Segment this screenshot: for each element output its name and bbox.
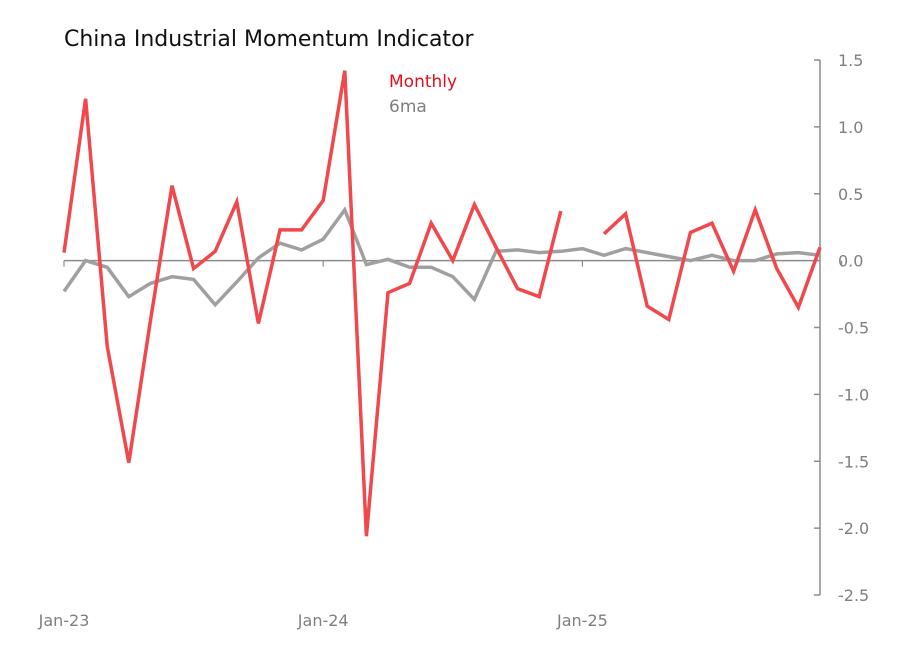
y-tick-label: 1.5 bbox=[838, 51, 863, 70]
x-tick-label: Jan-24 bbox=[297, 611, 349, 630]
y-tick-label: -2.0 bbox=[838, 519, 869, 538]
x-tick-label: Jan-25 bbox=[556, 611, 608, 630]
legend-monthly: Monthly bbox=[389, 72, 457, 92]
y-tick-label: -2.5 bbox=[838, 586, 869, 605]
y-tick-label: -1.0 bbox=[838, 385, 869, 404]
chart-title: China Industrial Momentum Indicator bbox=[64, 27, 475, 52]
y-tick-label: 0.0 bbox=[838, 252, 863, 271]
legend-6ma: 6ma bbox=[389, 97, 427, 117]
y-tick-label: 1.0 bbox=[838, 118, 863, 137]
x-tick-label: Jan-23 bbox=[38, 611, 90, 630]
series-line-6ma bbox=[62, 206, 821, 308]
y-tick-label: -0.5 bbox=[838, 319, 869, 338]
series-line-monthly bbox=[602, 204, 822, 323]
series-line-monthly bbox=[62, 70, 563, 537]
y-tick-label: -1.5 bbox=[838, 452, 869, 471]
y-tick-label: 0.5 bbox=[838, 185, 863, 204]
